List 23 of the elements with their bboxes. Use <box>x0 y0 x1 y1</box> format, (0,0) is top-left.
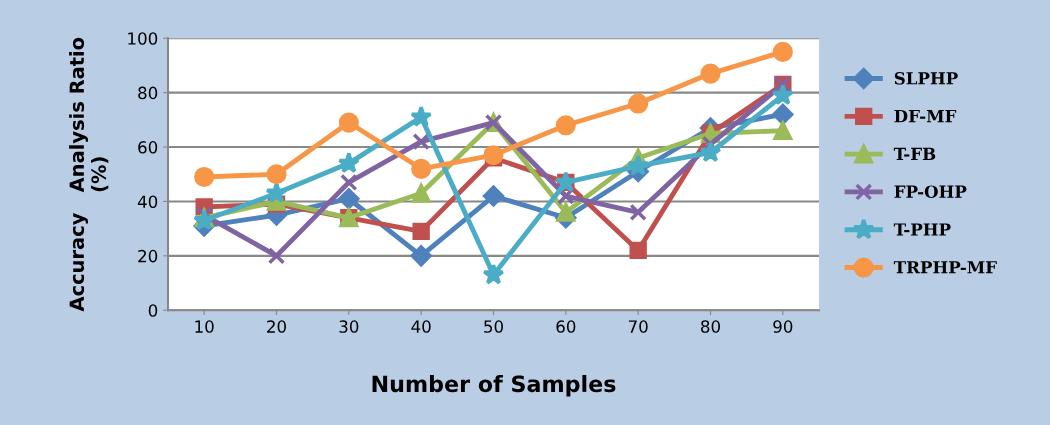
legend-label: FP-OHP <box>894 185 967 198</box>
legend-label: TRPHP-MF <box>893 261 997 274</box>
x-tick-label: 20 <box>267 320 286 333</box>
y-axis-title: Accuracy Analysis Ratio (%) <box>69 37 109 312</box>
x-tick-label: 10 <box>195 320 214 333</box>
y-tick-label: 100 <box>128 32 158 45</box>
y-tick-label: 60 <box>138 141 158 154</box>
legend-label: T-PHP <box>893 223 951 236</box>
x-tick-label: 90 <box>773 320 793 333</box>
x-tick-label: 60 <box>556 320 576 333</box>
y-tick-label: 40 <box>137 195 158 209</box>
x-tick-label: 40 <box>411 320 431 333</box>
x-tick-label: 80 <box>701 320 720 333</box>
x-tick-label: 30 <box>339 320 359 333</box>
y-tick-label: 20 <box>138 249 158 263</box>
y-tick-label: 0 <box>148 304 158 317</box>
y-tick-label: 80 <box>138 86 158 100</box>
legend-label: T-FB <box>893 147 936 160</box>
legend-label: DF-MF <box>894 110 957 123</box>
x-axis-title: Number of Samples <box>372 374 616 397</box>
x-tick-label: 50 <box>484 320 503 333</box>
legend-label: SLPHP <box>894 71 958 85</box>
x-tick-label: 70 <box>628 320 648 333</box>
